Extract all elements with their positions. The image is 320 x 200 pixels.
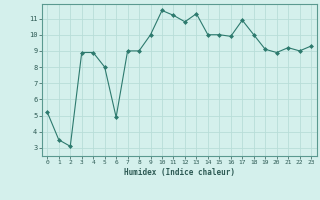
X-axis label: Humidex (Indice chaleur): Humidex (Indice chaleur) <box>124 168 235 177</box>
